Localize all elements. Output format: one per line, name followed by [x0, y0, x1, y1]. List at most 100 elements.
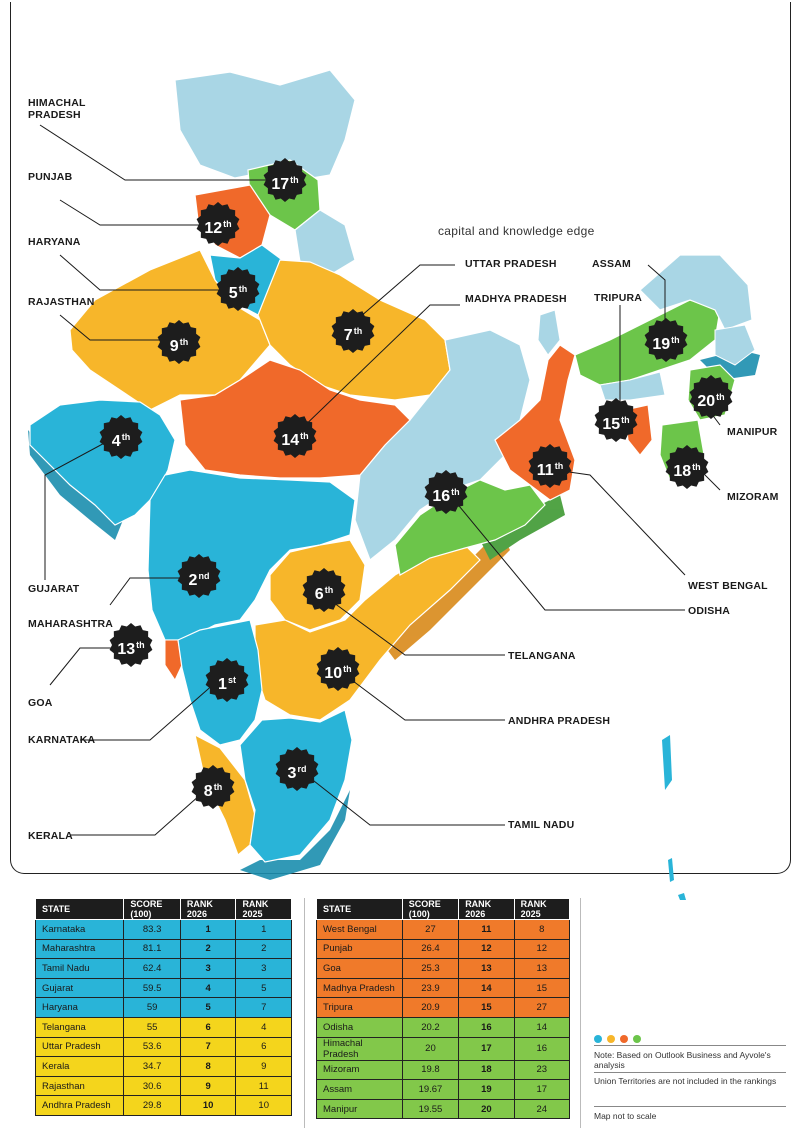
- rank-number: 15: [602, 416, 621, 433]
- label-andhra-pradesh: ANDHRA PRADESH: [508, 715, 611, 727]
- rank-number: 9: [169, 338, 179, 355]
- label-gujarat: GUJARAT: [28, 583, 80, 595]
- cell-r25: 24: [513, 1098, 571, 1120]
- cell-r25: 2: [235, 938, 292, 960]
- rank-suffix: th: [343, 664, 352, 674]
- cell-r26: 10: [179, 1095, 237, 1116]
- cell-score: 20.9: [401, 997, 460, 1018]
- cell-r26: 2: [179, 938, 237, 960]
- cell-score: 20.2: [401, 1016, 460, 1038]
- note-rule: [594, 1072, 786, 1073]
- rank-badge-up: 7th: [330, 308, 376, 354]
- cell-state: West Bengal: [316, 919, 403, 940]
- label-west-bengal: WEST BENGAL: [688, 580, 768, 592]
- region-andaman: [662, 735, 686, 900]
- table-row: Andhra Pradesh 29.8 10 10: [34, 1095, 292, 1116]
- col-rank-2026: RANK 2026: [179, 898, 237, 920]
- cell-r25: 14: [513, 1016, 571, 1038]
- cell-r25: 3: [235, 958, 292, 979]
- rank-number: 20: [697, 393, 716, 410]
- table-row: Karnataka 83.3 1 1: [34, 919, 292, 940]
- map-tagline: capital and knowledge edge: [438, 224, 595, 238]
- note-scale: Map not to scale: [594, 1111, 657, 1121]
- label-mizoram: MIZORAM: [727, 491, 779, 503]
- legend-dot-yellow: [607, 1035, 615, 1043]
- label-odisha: ODISHA: [688, 605, 731, 617]
- rank-number: 13: [117, 641, 136, 658]
- table-row: Haryana 59 5 7: [34, 997, 292, 1018]
- table-row: Uttar Pradesh 53.6 7 6: [34, 1036, 292, 1058]
- table-row: Telangana 55 6 4: [34, 1016, 292, 1038]
- rank-badge-tr: 15th: [593, 397, 639, 443]
- cell-r26: 1: [179, 919, 237, 940]
- cell-r26: 19: [458, 1079, 515, 1100]
- rank-suffix: th: [300, 431, 309, 441]
- cell-score: 30.6: [123, 1075, 181, 1097]
- rank-suffix: th: [136, 640, 145, 650]
- table-row: Himachal Pradesh 20 17 16: [316, 1036, 571, 1061]
- table-row: Odisha 20.2 16 14: [316, 1016, 571, 1038]
- rank-suffix: th: [324, 585, 334, 595]
- cell-state: Kerala: [34, 1056, 125, 1077]
- table-row: Tamil Nadu 62.4 3 3: [34, 958, 292, 979]
- label-kerala: KERALA: [28, 830, 73, 842]
- cell-score: 55: [123, 1016, 181, 1038]
- label-assam: ASSAM: [592, 258, 631, 270]
- region-sikkim: [537, 309, 561, 356]
- rank-suffix: th: [121, 432, 131, 442]
- rank-badge-wb: 11th: [527, 443, 573, 489]
- cell-state: Assam: [316, 1079, 403, 1100]
- cell-state: Himachal Pradesh: [316, 1036, 403, 1061]
- rank-number: 11: [536, 462, 554, 479]
- cell-r25: 7: [235, 997, 292, 1018]
- region-east-central: [354, 329, 531, 561]
- cell-r26: 14: [458, 977, 515, 999]
- rank-number: 7: [343, 327, 353, 344]
- region-north: [174, 69, 356, 181]
- rank-badge-ap: 10th: [315, 646, 361, 692]
- rank-badge-mn: 20th: [688, 374, 734, 420]
- rank-badge-od: 16th: [423, 469, 469, 515]
- table-row: Maharashtra 81.1 2 2: [34, 938, 292, 960]
- legend-dot-blue: [594, 1035, 602, 1043]
- cell-score: 29.8: [123, 1095, 181, 1116]
- cell-r26: 5: [179, 997, 237, 1018]
- cell-r25: 10: [235, 1095, 292, 1116]
- rank-number: 12: [204, 220, 223, 237]
- cell-r25: 13: [513, 958, 571, 979]
- table-row: Gujarat 59.5 4 5: [34, 977, 292, 999]
- col-state: STATE: [34, 898, 125, 920]
- rank-number: 19: [652, 336, 671, 353]
- rank-suffix: th: [692, 462, 701, 472]
- rank-badge-mh: 2nd: [176, 553, 222, 599]
- region-arunachal: [639, 254, 753, 331]
- cell-score: 83.3: [123, 919, 181, 940]
- label-goa: GOA: [28, 697, 53, 709]
- rank-suffix: th: [621, 415, 630, 425]
- rank-badge-kl: 8th: [190, 764, 236, 810]
- table-row: Tripura 20.9 15 27: [316, 997, 571, 1018]
- table-row: Assam 19.67 19 17: [316, 1079, 571, 1100]
- label-rajasthan: RAJASTHAN: [28, 296, 95, 308]
- rank-number: 2: [188, 572, 198, 589]
- cell-state: Tripura: [316, 997, 403, 1018]
- rank-suffix: th: [451, 487, 460, 497]
- cell-r25: 8: [513, 919, 571, 940]
- map-frame: [10, 2, 791, 874]
- col-score: SCORE (100): [401, 898, 460, 920]
- rank-suffix: th: [213, 782, 223, 792]
- cell-r26: 13: [458, 958, 515, 979]
- cell-r25: 17: [513, 1079, 571, 1100]
- rank-badge-mp: 14th: [272, 413, 318, 459]
- rank-suffix: st: [227, 675, 236, 685]
- rank-number: 6: [314, 586, 324, 603]
- region-goa: [164, 639, 183, 682]
- region-andhra-pradesh: [254, 544, 481, 721]
- rank-suffix: th: [671, 335, 680, 345]
- cell-score: 19.8: [401, 1059, 460, 1081]
- cell-r25: 4: [235, 1016, 292, 1038]
- legend-dot-orange: [620, 1035, 628, 1043]
- rank-suffix: th: [554, 461, 564, 471]
- rank-suffix: th: [238, 284, 248, 294]
- label-punjab: PUNJAB: [28, 171, 73, 183]
